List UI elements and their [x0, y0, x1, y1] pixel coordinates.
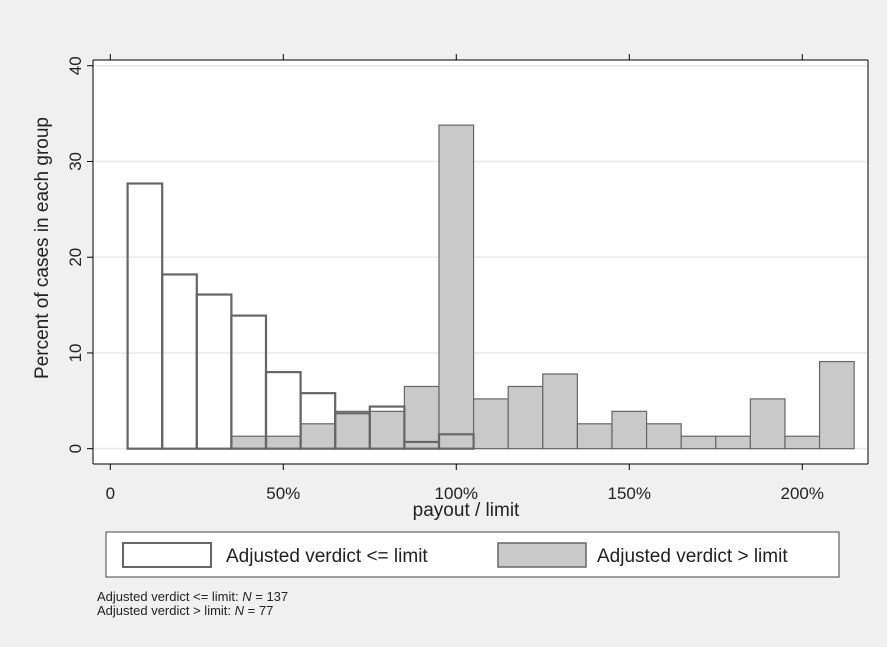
bar-above-limit-5: [403, 385, 440, 450]
axes: [92, 59, 869, 465]
legend-swatch-below-limit: [122, 542, 212, 568]
note-line2-prefix: Adjusted verdict > limit:: [97, 603, 235, 618]
y-tick-label-3: 30: [66, 152, 85, 171]
bar-above-limit-3: [334, 410, 371, 450]
bar-above-limit-11: [611, 410, 648, 450]
y-tick-label-1: 10: [66, 343, 85, 362]
bar-above-limit-0: [230, 435, 267, 450]
y-axis-title: Percent of cases in each group: [32, 117, 53, 379]
legend-label-above-limit: Adjusted verdict > limit: [597, 546, 788, 567]
bar-above-limit-14: [715, 435, 751, 450]
bar-below-limit-7: [368, 405, 406, 450]
note-line2-var: N: [234, 603, 245, 618]
note-line2-suffix: = 77: [244, 603, 274, 618]
note-n-above-limit: Adjusted verdict > limit: N = 77: [97, 604, 273, 618]
bar-above-limit-9: [542, 373, 578, 450]
plot-area: [93, 60, 868, 464]
x-tick-label-1: 50%: [266, 484, 300, 503]
bars-series-above-limit: [230, 124, 855, 450]
x-tick-label-4: 200%: [781, 484, 824, 503]
bar-above-limit-4: [369, 410, 405, 450]
bar-below-limit-9: [437, 433, 475, 450]
x-tick-label-3: 150%: [608, 484, 651, 503]
legend-swatch-above-limit: [497, 542, 587, 568]
legend-label-below-limit: Adjusted verdict <= limit: [226, 546, 428, 567]
bar-above-limit-13: [680, 435, 717, 450]
legend: Adjusted verdict <= limit Adjusted verdi…: [105, 531, 840, 578]
note-line1-prefix: Adjusted verdict <= limit:: [97, 589, 243, 604]
bar-above-limit-10: [576, 423, 613, 450]
bar-above-limit-8: [507, 385, 544, 450]
note-n-below-limit: Adjusted verdict <= limit: N = 137: [97, 590, 288, 604]
bar-above-limit-6: [438, 124, 475, 450]
y-tick-label-2: 20: [66, 248, 85, 267]
bar-above-limit-7: [472, 398, 509, 450]
y-tick-label-4: 40: [66, 56, 85, 75]
legend-box: [105, 531, 840, 578]
bar-above-limit-15: [749, 398, 786, 450]
bar-above-limit-16: [784, 435, 821, 450]
bar-above-limit-1: [265, 435, 302, 450]
note-line1-var: N: [242, 589, 252, 604]
bar-above-limit-17: [818, 360, 855, 450]
bar-above-limit-2: [299, 423, 336, 450]
ticks: 0 10 20 30 40 0 50% 100% 150% 200%: [66, 54, 824, 503]
x-tick-label-2: 100%: [435, 484, 478, 503]
y-tick-label-0: 0: [66, 444, 85, 453]
bars-series-below-limit: [126, 182, 475, 450]
x-axis-title: payout / limit: [413, 500, 520, 521]
x-tick-label-0: 0: [106, 484, 115, 503]
note-line1-suffix: = 137: [251, 589, 289, 604]
bar-above-limit-12: [645, 423, 682, 450]
